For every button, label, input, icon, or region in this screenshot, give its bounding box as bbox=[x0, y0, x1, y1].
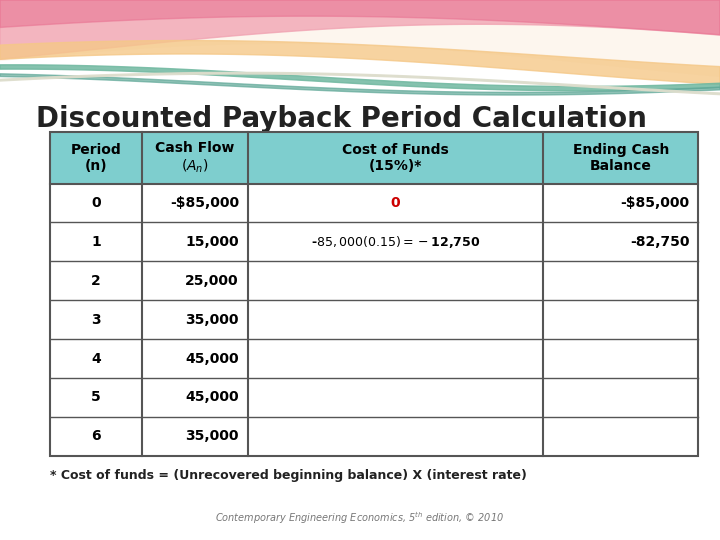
Bar bbox=[50, 300, 698, 339]
Text: 4: 4 bbox=[91, 352, 101, 366]
Bar bbox=[0, 0, 720, 97]
Text: 6: 6 bbox=[91, 429, 101, 443]
Text: * Cost of funds = (Unrecovered beginning balance) X (interest rate): * Cost of funds = (Unrecovered beginning… bbox=[50, 469, 527, 482]
Text: -$85,000: -$85,000 bbox=[170, 196, 239, 210]
Text: Ending Cash
Balance: Ending Cash Balance bbox=[572, 143, 669, 173]
Bar bbox=[50, 339, 698, 378]
Text: -82,750: -82,750 bbox=[630, 235, 690, 249]
Text: -$85,000(0.15) = -$12,750: -$85,000(0.15) = -$12,750 bbox=[311, 234, 480, 250]
Bar bbox=[50, 184, 698, 222]
Text: 35,000: 35,000 bbox=[186, 313, 239, 327]
Bar bbox=[50, 378, 698, 417]
Text: 0: 0 bbox=[391, 196, 400, 210]
Text: 2: 2 bbox=[91, 274, 101, 288]
Text: 35,000: 35,000 bbox=[186, 429, 239, 443]
Bar bbox=[50, 417, 698, 456]
Text: 25,000: 25,000 bbox=[185, 274, 239, 288]
Text: Discounted Payback Period Calculation: Discounted Payback Period Calculation bbox=[36, 105, 647, 133]
Bar bbox=[50, 261, 698, 300]
Text: 3: 3 bbox=[91, 313, 101, 327]
Bar bbox=[50, 132, 698, 456]
Text: 5: 5 bbox=[91, 390, 101, 404]
Text: Contemporary Engineering Economics, 5$^{th}$ edition, © 2010: Contemporary Engineering Economics, 5$^{… bbox=[215, 511, 505, 526]
Text: 45,000: 45,000 bbox=[185, 352, 239, 366]
Bar bbox=[50, 132, 698, 184]
Text: Cost of Funds
(15%)*: Cost of Funds (15%)* bbox=[342, 143, 449, 173]
Text: 1: 1 bbox=[91, 235, 101, 249]
Text: Cash Flow
$(A_n)$: Cash Flow $(A_n)$ bbox=[155, 141, 235, 175]
Text: 45,000: 45,000 bbox=[185, 390, 239, 404]
Text: 0: 0 bbox=[91, 196, 101, 210]
Text: Period
(n): Period (n) bbox=[71, 143, 122, 173]
Text: -$85,000: -$85,000 bbox=[621, 196, 690, 210]
Bar bbox=[50, 222, 698, 261]
Text: 15,000: 15,000 bbox=[185, 235, 239, 249]
